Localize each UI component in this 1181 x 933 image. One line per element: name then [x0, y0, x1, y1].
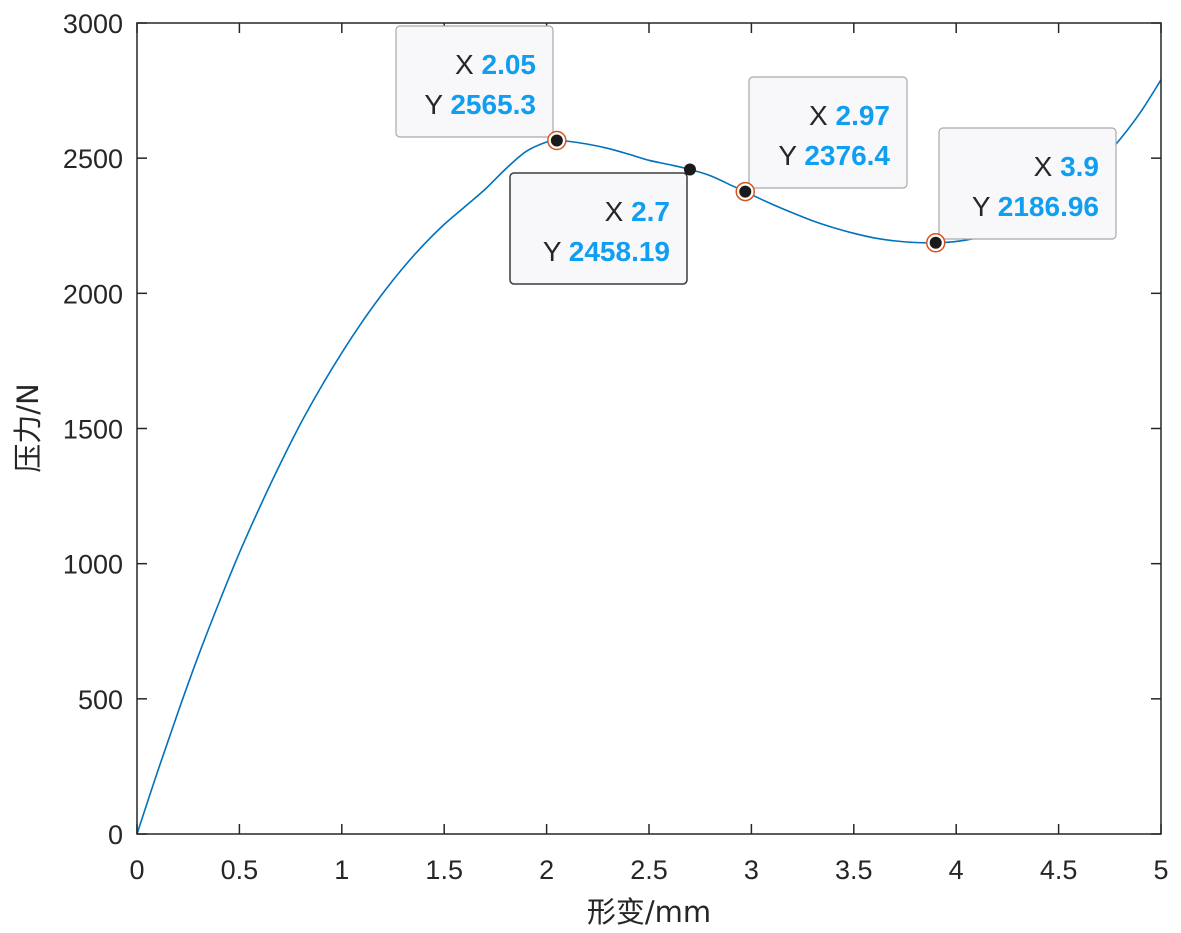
datatip-y-label: Y — [778, 140, 804, 171]
datatip-y-label: Y — [424, 89, 450, 120]
datatips: X 2.05Y 2565.3X 2.7Y 2458.19X 2.97Y 2376… — [395, 25, 1117, 285]
datatip-box — [395, 25, 554, 138]
x-tick-label: 2 — [539, 855, 554, 885]
y-tick-label: 1500 — [63, 415, 123, 445]
datatip-x-value: 2.7 — [631, 196, 670, 227]
y-tick-label: 2000 — [63, 279, 123, 309]
y-tick-label: 3000 — [63, 9, 123, 39]
y-tick-label: 500 — [78, 685, 123, 715]
datatip-x-value: 3.9 — [1060, 151, 1099, 182]
datatip-y-row: Y 2565.3 — [424, 89, 536, 120]
datatip-y-value: 2565.3 — [450, 89, 536, 120]
datatip-box — [938, 127, 1117, 240]
datatip[interactable]: X 2.97Y 2376.4 — [735, 76, 908, 202]
datatip-x-value: 2.05 — [482, 49, 537, 80]
x-axis-label: 形变/mm — [587, 895, 711, 929]
datatip-x-row: X 3.9 — [1034, 151, 1099, 182]
datatip-y-row: Y 2458.19 — [543, 236, 670, 267]
datatip-marker[interactable] — [929, 236, 942, 249]
datatip-y-row: Y 2376.4 — [778, 140, 890, 171]
y-axis: 0 500 1000 1500 2000 2500 3000 — [63, 9, 1161, 850]
x-tick-label: 3 — [744, 855, 759, 885]
y-tick-label: 2500 — [63, 144, 123, 174]
x-tick-label: 4.5 — [1040, 855, 1078, 885]
x-tick-label: 5 — [1153, 855, 1168, 885]
x-tick-label: 3.5 — [835, 855, 873, 885]
x-tick-label: 0.5 — [221, 855, 259, 885]
y-tick-label: 1000 — [63, 550, 123, 580]
datatip[interactable]: X 3.9 Y 2186.96 — [925, 127, 1117, 253]
x-tick-label: 4 — [949, 855, 964, 885]
datatip-x-label: X — [605, 196, 631, 227]
datatip-x-value: 2.97 — [836, 100, 891, 131]
datatip-y-value: 2376.4 — [804, 140, 890, 171]
datatip-marker[interactable] — [550, 134, 563, 147]
x-tick-label: 0 — [129, 855, 144, 885]
datatip-x-row: X 2.05 — [455, 49, 536, 80]
datatip-y-value: 2186.96 — [998, 191, 1099, 222]
datatip[interactable]: X 2.05Y 2565.3 — [395, 25, 567, 151]
y-axis-label: 压力/N — [11, 383, 45, 472]
y-tick-label: 0 — [108, 820, 123, 850]
datatip-x-label: X — [455, 49, 481, 80]
datatip-y-label: Y — [972, 191, 998, 222]
datatip-x-row: X 2.7 — [605, 196, 670, 227]
datatip-box — [748, 76, 908, 189]
x-tick-label: 1 — [334, 855, 349, 885]
datatip-y-value: 2458.19 — [569, 236, 670, 267]
datatip-marker[interactable] — [683, 163, 696, 176]
x-tick-label: 2.5 — [630, 855, 668, 885]
x-axis: 0 0.5 1 1.5 2 2.5 3 3.5 4 4.5 5 — [129, 23, 1169, 885]
datatip-box — [509, 172, 688, 285]
datatip-x-label: X — [809, 100, 835, 131]
datatip-y-label: Y — [543, 236, 569, 267]
datatip-x-label: X — [1034, 151, 1060, 182]
x-tick-label: 1.5 — [425, 855, 463, 885]
datatip-marker[interactable] — [739, 185, 752, 198]
datatip-y-row: Y 2186.96 — [972, 191, 1099, 222]
datatip[interactable]: X 2.7 Y 2458.19 — [509, 163, 696, 285]
datatip-x-row: X 2.97 — [809, 100, 890, 131]
